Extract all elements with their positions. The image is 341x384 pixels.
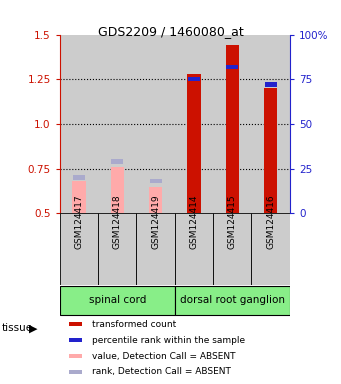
Bar <box>264 88 277 214</box>
FancyBboxPatch shape <box>213 214 251 285</box>
Text: GSM124414: GSM124414 <box>190 195 198 249</box>
Bar <box>213 35 251 214</box>
Bar <box>60 35 98 214</box>
FancyBboxPatch shape <box>60 286 175 315</box>
FancyBboxPatch shape <box>251 214 290 285</box>
Text: GSM124416: GSM124416 <box>266 194 275 249</box>
Bar <box>98 35 136 214</box>
Bar <box>111 159 123 164</box>
Bar <box>150 179 162 184</box>
Bar <box>226 45 239 214</box>
Bar <box>149 187 162 214</box>
Text: percentile rank within the sample: percentile rank within the sample <box>92 336 245 344</box>
Bar <box>187 74 201 214</box>
Text: transformed count: transformed count <box>92 320 176 329</box>
Text: tissue: tissue <box>2 323 33 333</box>
Bar <box>73 175 85 180</box>
FancyBboxPatch shape <box>175 286 290 315</box>
Text: GSM124419: GSM124419 <box>151 194 160 249</box>
Bar <box>110 167 124 214</box>
Bar <box>72 181 86 214</box>
FancyBboxPatch shape <box>60 214 98 285</box>
Bar <box>265 83 277 87</box>
Bar <box>69 354 81 358</box>
Bar <box>69 370 81 374</box>
Bar <box>251 35 290 214</box>
Text: dorsal root ganglion: dorsal root ganglion <box>180 295 285 305</box>
FancyBboxPatch shape <box>175 214 213 285</box>
Bar <box>136 35 175 214</box>
Bar <box>69 338 81 342</box>
Text: value, Detection Call = ABSENT: value, Detection Call = ABSENT <box>92 351 235 361</box>
FancyBboxPatch shape <box>98 214 136 285</box>
Bar <box>188 77 200 81</box>
Text: spinal cord: spinal cord <box>89 295 146 305</box>
Text: ▶: ▶ <box>29 323 38 333</box>
Bar <box>226 65 238 69</box>
Bar <box>175 35 213 214</box>
Text: GSM124418: GSM124418 <box>113 194 122 249</box>
Text: GSM124417: GSM124417 <box>74 194 83 249</box>
Text: GDS2209 / 1460080_at: GDS2209 / 1460080_at <box>98 25 243 38</box>
Text: rank, Detection Call = ABSENT: rank, Detection Call = ABSENT <box>92 367 231 376</box>
FancyBboxPatch shape <box>136 214 175 285</box>
Bar <box>69 323 81 326</box>
Text: GSM124415: GSM124415 <box>228 194 237 249</box>
